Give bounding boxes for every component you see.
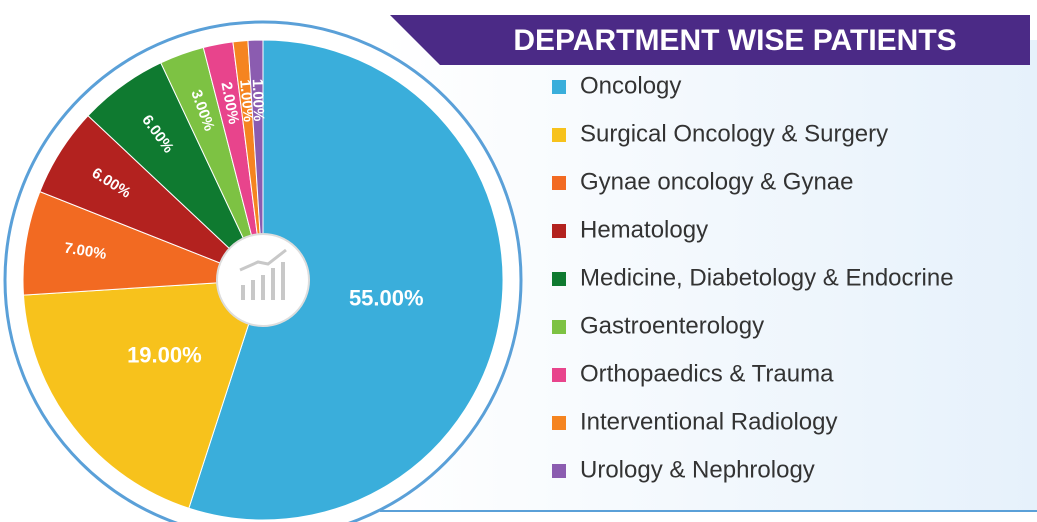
pie-slice [22, 279, 264, 509]
pie-slice [188, 39, 504, 521]
data-label: 7.00% [63, 240, 108, 263]
legend-swatch [552, 272, 566, 286]
title-banner [390, 15, 1030, 65]
legend-label: Urology & Nephrology [580, 456, 815, 483]
legend-label: Oncology [580, 72, 681, 99]
legend-label: Surgical Oncology & Surgery [580, 120, 888, 147]
pie: 55.00%19.00%7.00%6.00%6.00%3.00% 2.00%1.0… [22, 39, 504, 521]
data-label: 19.00% [127, 342, 202, 367]
legend-swatch [552, 464, 566, 478]
legend-label: Orthopaedics & Trauma [580, 360, 834, 387]
legend-swatch [552, 128, 566, 142]
legend: Oncology Surgical Oncology & Surgery Gynae… [552, 72, 954, 483]
legend-label: Gastroenterology [580, 312, 764, 339]
center-icon [239, 248, 287, 300]
legend-label: Hematology [580, 216, 708, 243]
pie-slice [247, 39, 264, 281]
data-label: 1.00% [249, 79, 267, 122]
legend-swatch [552, 80, 566, 94]
pie-slice [22, 191, 264, 296]
legend-swatch [552, 368, 566, 382]
data-label: 55.00% [349, 285, 424, 310]
legend-swatch [552, 416, 566, 430]
legend-label: Gynae oncology & Gynae [580, 168, 854, 195]
legend-swatch [552, 176, 566, 190]
chart-title: DEPARTMENT WISE PATIENTS [513, 24, 956, 57]
legend-label: Medicine, Diabetology & Endocrine [580, 264, 954, 291]
legend-swatch [552, 320, 566, 334]
legend-swatch [552, 224, 566, 238]
legend-label: Interventional Radiology [580, 408, 838, 435]
